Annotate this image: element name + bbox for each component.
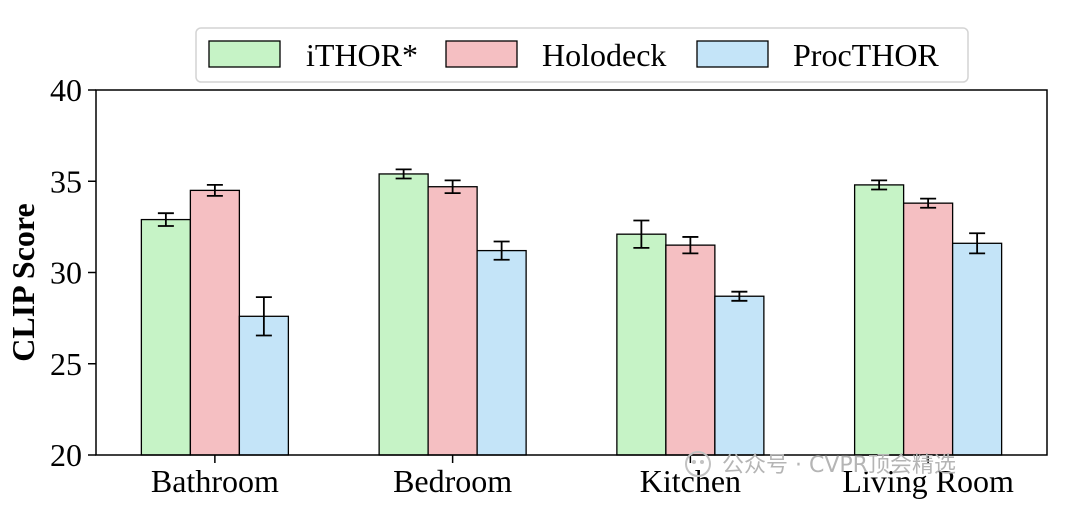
bar-procthor-living-room <box>951 242 1003 456</box>
bar-ithor-living-room <box>853 184 905 456</box>
watermark: 公众号 · CVPR顶会精选 <box>685 451 956 478</box>
legend-label: iTHOR* <box>306 37 418 73</box>
bar-procthor-kitchen <box>714 295 765 456</box>
bar-holodeck-kitchen <box>665 244 716 456</box>
x-tick-label: Kitchen <box>640 463 741 499</box>
bar-ithor-bedroom <box>378 173 429 456</box>
bar-ithor-bathroom <box>140 218 192 456</box>
watermark-logo-icon <box>685 451 711 477</box>
y-tick-label: 25 <box>50 346 82 382</box>
legend-label: Holodeck <box>542 37 666 73</box>
watermark-text: 公众号 · CVPR顶会精选 <box>722 453 956 478</box>
x-tick-label: Bathroom <box>151 463 279 499</box>
legend: iTHOR* Holodeck ProcTHOR <box>195 27 969 83</box>
legend-label: ProcTHOR <box>793 37 939 73</box>
bar-holodeck-bedroom <box>427 186 478 456</box>
bar-procthor-bathroom <box>238 315 290 456</box>
watermark-logo-icon-eye <box>692 460 696 464</box>
y-tick-label: 40 <box>50 72 82 108</box>
bar-holodeck-living-room <box>902 202 954 456</box>
x-tick-label: Bedroom <box>393 463 512 499</box>
bar-ithor-kitchen <box>616 233 667 456</box>
y-tick-label: 30 <box>50 255 82 291</box>
errorbars-layer <box>157 168 986 337</box>
bar-holodeck-bathroom <box>189 189 241 456</box>
y-axis-title: CLIP Score <box>5 203 41 362</box>
legend-box <box>195 27 969 83</box>
x-axis: Bathroom Bedroom Kitchen Living Room <box>151 455 1014 499</box>
x-tick-label: Living Room <box>842 463 1014 499</box>
bars-layer <box>140 173 1003 456</box>
y-tick-label: 20 <box>50 437 82 473</box>
legend-swatch <box>445 40 518 68</box>
watermark-logo-icon-eye <box>700 460 704 464</box>
bar-procthor-bedroom <box>476 249 527 456</box>
y-tick-label: 35 <box>50 163 82 199</box>
y-axis: 20 25 30 35 40 <box>50 72 96 473</box>
legend-swatch <box>208 40 281 68</box>
legend-swatch <box>696 40 769 68</box>
